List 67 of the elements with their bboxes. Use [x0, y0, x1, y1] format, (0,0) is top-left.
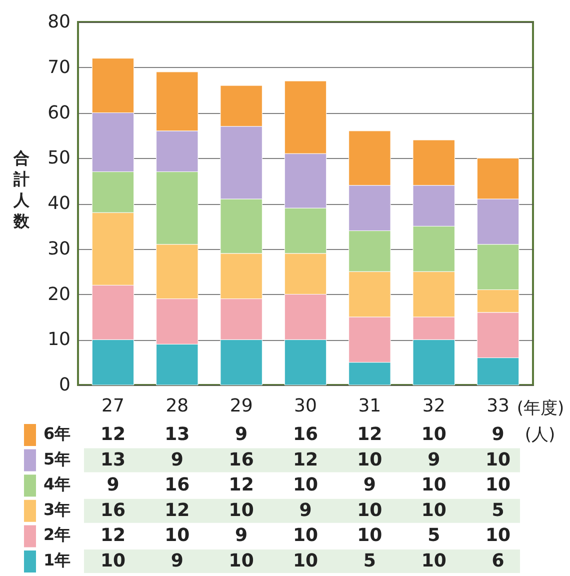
- legend-label: 1年: [43, 550, 71, 570]
- data-label: 10: [421, 474, 446, 496]
- y-tick-label: 60: [48, 102, 70, 124]
- data-label: 5: [492, 500, 504, 521]
- y-tick-label: 80: [48, 12, 70, 32]
- data-label: 12: [357, 424, 382, 445]
- data-label: 12: [228, 474, 254, 496]
- data-label: 9: [492, 424, 504, 445]
- data-label: 10: [228, 500, 254, 521]
- data-label: 10: [100, 550, 126, 572]
- data-label: 16: [100, 500, 126, 521]
- y-tick-label: 40: [48, 193, 70, 214]
- data-label: 10: [292, 474, 318, 496]
- x-tick-label: 28: [166, 396, 189, 416]
- data-label: 16: [292, 424, 318, 445]
- data-label: 13: [100, 449, 126, 470]
- data-label: 12: [100, 424, 126, 445]
- x-tick-label: 31: [358, 396, 382, 416]
- data-label: 12: [292, 449, 318, 470]
- legend-label: 2年: [43, 525, 71, 544]
- data-label: 10: [485, 474, 511, 496]
- data-label: 5: [428, 525, 440, 546]
- data-label: 10: [357, 525, 382, 546]
- data-label: 10: [421, 424, 446, 445]
- y-tick-label: 30: [48, 238, 70, 260]
- y-axis-title: 合計人数: [12, 148, 30, 230]
- y-tick-label: 0: [59, 374, 70, 396]
- data-label: 10: [164, 525, 190, 546]
- data-label: 9: [235, 424, 248, 445]
- data-label: 10: [292, 550, 318, 572]
- data-label: 9: [106, 474, 120, 496]
- data-label: 13: [164, 424, 190, 445]
- data-label: 9: [363, 474, 376, 496]
- x-tick-label: 30: [294, 396, 317, 416]
- legend-label: 4年: [43, 474, 71, 494]
- data-label: 10: [421, 500, 446, 521]
- legend-label: 3年: [43, 500, 71, 519]
- data-label: 5: [363, 550, 376, 572]
- data-label: 16: [164, 474, 190, 496]
- x-tick-label: 29: [230, 396, 253, 416]
- data-label: 10: [357, 449, 382, 470]
- legend-label: 6年: [43, 424, 71, 443]
- y-tick-label: 70: [48, 56, 70, 78]
- data-label: 10: [228, 550, 254, 572]
- data-label: 12: [164, 500, 190, 521]
- x-tick-label: 33: [486, 396, 510, 416]
- legend-label: 5年: [43, 449, 71, 468]
- data-label: 9: [299, 500, 312, 521]
- data-label: 9: [170, 550, 184, 572]
- y-tick-label: 50: [48, 148, 70, 169]
- data-label: 6: [492, 550, 504, 572]
- data-label: 10: [357, 500, 382, 521]
- data-label: 16: [228, 449, 254, 470]
- data-label: 9: [170, 449, 184, 470]
- text: (人): [524, 425, 556, 445]
- data-label: 12: [100, 525, 126, 546]
- data-label: 10: [421, 550, 446, 572]
- y-tick-label: 20: [48, 284, 70, 305]
- data-label: 10: [485, 449, 511, 470]
- y-tick-label: 10: [48, 329, 70, 350]
- x-tick-label: 27: [102, 396, 124, 416]
- data-label: 10: [292, 525, 318, 546]
- data-label: 9: [235, 525, 248, 546]
- data-label: 10: [485, 525, 511, 546]
- data-label: 9: [428, 449, 440, 470]
- x-axis-title: (年度): [516, 398, 564, 418]
- x-tick-label: 32: [422, 396, 446, 416]
